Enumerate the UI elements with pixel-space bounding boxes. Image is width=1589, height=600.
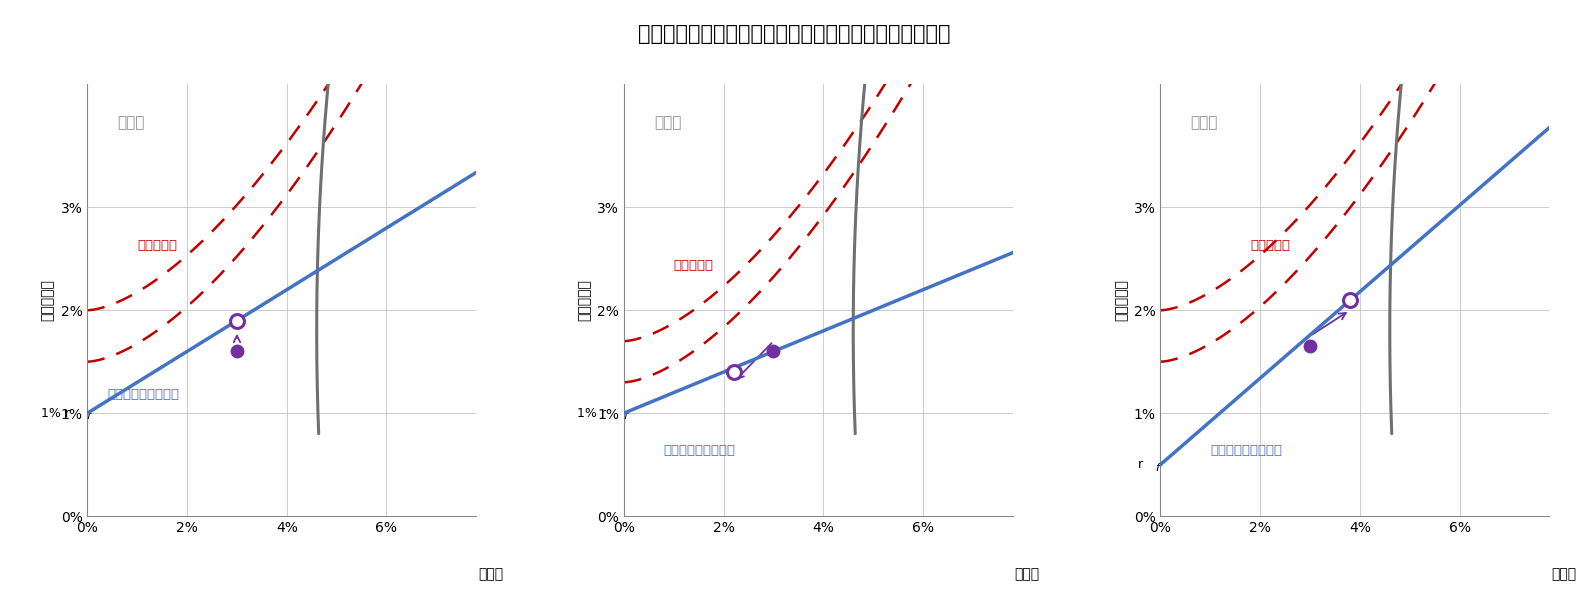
Text: リスク: リスク (1551, 568, 1576, 581)
Text: 無差別曲線: 無差別曲線 (1251, 239, 1290, 251)
Text: （２）: （２） (653, 115, 682, 130)
Text: （３）: （３） (1190, 115, 1217, 130)
Text: 1% r: 1% r (41, 407, 70, 419)
Text: 1% r: 1% r (577, 407, 607, 419)
Text: 無差別曲線: 無差別曲線 (674, 259, 713, 272)
Text: 効率的フロンティア: 効率的フロンティア (1211, 444, 1282, 457)
Y-axis label: 期待収益率: 期待収益率 (41, 279, 56, 321)
Text: （１）: （１） (118, 115, 145, 130)
Text: f: f (623, 411, 626, 421)
Text: 無差別曲線: 無差別曲線 (137, 239, 178, 251)
Y-axis label: 期待収益率: 期待収益率 (577, 279, 591, 321)
Text: リスク: リスク (1015, 568, 1039, 581)
Text: 効率的フロンティア: 効率的フロンティア (108, 388, 180, 401)
Text: 効率的フロンティア: 効率的フロンティア (664, 444, 736, 457)
Text: r: r (1138, 458, 1142, 471)
Y-axis label: 期待収益率: 期待収益率 (1114, 279, 1128, 321)
Text: f: f (86, 411, 91, 421)
Text: f: f (1155, 463, 1160, 473)
Text: 図表２：市場環境が変化による適正リスク水準への影響: 図表２：市場環境が変化による適正リスク水準への影響 (639, 24, 950, 44)
Text: リスク: リスク (478, 568, 504, 581)
